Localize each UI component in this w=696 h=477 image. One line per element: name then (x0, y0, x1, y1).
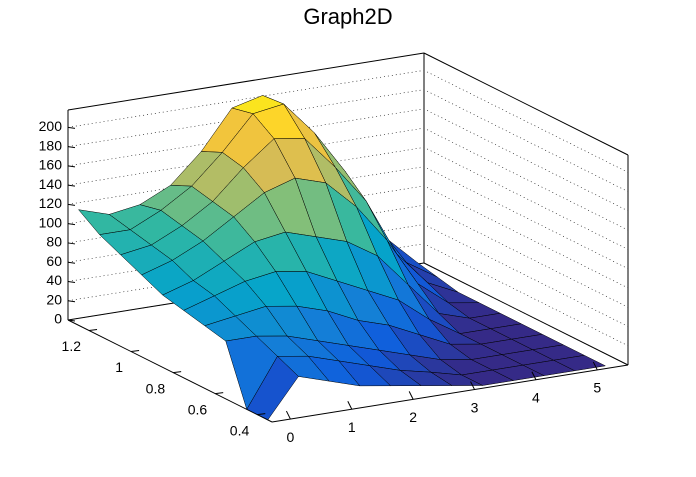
box-edge (67, 52, 425, 111)
x-tick (531, 371, 537, 380)
x-axis (271, 364, 629, 423)
z-tick (67, 300, 76, 303)
x-tick-label: 0 (287, 429, 295, 445)
z-tick (67, 165, 76, 168)
z-tick-label: 160 (39, 157, 63, 173)
z-tick (67, 261, 76, 264)
chart-title: Graph2D (303, 4, 392, 29)
z-tick (67, 126, 76, 129)
x-tick-label: 2 (409, 409, 417, 425)
z-tick-label: 40 (46, 272, 62, 288)
z-tick-label: 80 (46, 234, 62, 250)
y-tick (88, 329, 98, 332)
y-tick-label: 0.6 (188, 401, 208, 417)
y-tick (257, 413, 266, 416)
grid-line (67, 89, 629, 192)
z-tick (67, 280, 76, 283)
z-tick-label: 20 (46, 291, 62, 307)
x-tick (347, 401, 353, 410)
y-tick-label: 1 (115, 359, 123, 375)
z-tick-label: 60 (46, 253, 62, 269)
z-tick-label: 180 (39, 137, 63, 153)
x-tick-label: 5 (593, 380, 601, 396)
grid-line (67, 108, 629, 212)
z-tick (67, 242, 76, 245)
y-tick (131, 350, 140, 353)
box-edge (423, 52, 629, 156)
z-tick (67, 146, 76, 149)
y-tick (215, 392, 224, 395)
x-tick (592, 361, 598, 371)
y-tick-label: 0.4 (230, 422, 250, 438)
x-tick-label: 1 (348, 419, 356, 435)
z-tick-label: 200 (39, 118, 63, 134)
x-tick (470, 381, 475, 390)
box-edge (423, 262, 629, 366)
y-axis (67, 319, 273, 423)
z-tick (67, 184, 76, 187)
y-tick-label: 0.8 (146, 380, 166, 396)
y-tick (173, 371, 182, 374)
z-tick (67, 203, 76, 206)
z-tick-label: 0 (54, 311, 62, 327)
z-tick (67, 223, 76, 226)
y-tick-label: 1.2 (62, 338, 82, 354)
z-tick-label: 120 (39, 195, 63, 211)
grid-line (67, 70, 629, 173)
x-tick-label: 3 (471, 399, 479, 415)
x-tick (408, 391, 414, 400)
x-tick-label: 4 (532, 389, 540, 405)
z-tick-label: 100 (39, 214, 63, 230)
grid-line (67, 127, 629, 231)
z-tick-label: 140 (39, 176, 63, 192)
x-tick (285, 410, 291, 420)
